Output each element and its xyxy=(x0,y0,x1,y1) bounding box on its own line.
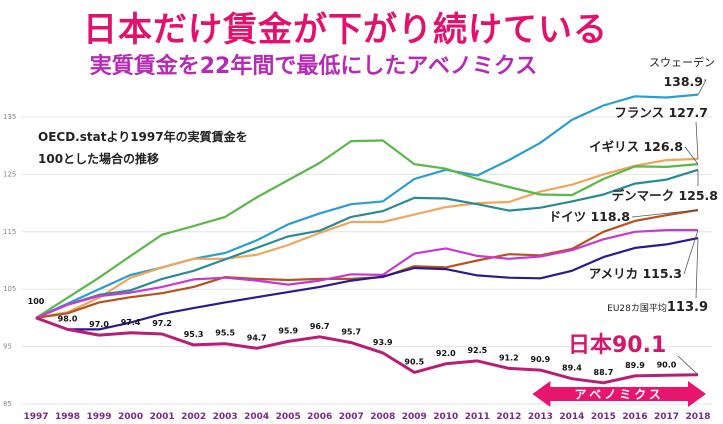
series-label-sweden: スウェーデン xyxy=(649,55,715,69)
series-label: イギリス 126.8 xyxy=(589,139,683,154)
x-tick-label: 2002 xyxy=(181,412,206,422)
x-tick-label: 2008 xyxy=(370,412,395,422)
x-tick-label: 2016 xyxy=(622,412,647,422)
series-line-3 xyxy=(35,168,699,319)
series-line-1 xyxy=(35,157,699,319)
y-tick-label: 135 xyxy=(3,113,16,121)
x-tick-label: 1999 xyxy=(87,412,112,422)
series-value-sweden: 138.9 xyxy=(663,74,703,89)
x-tick-label: 2010 xyxy=(433,412,458,422)
japan-data-label: 92.0 xyxy=(436,349,456,358)
y-tick-label: 115 xyxy=(3,228,16,236)
source-note-line2: 100とした場合の推移 xyxy=(38,152,160,166)
x-tick-label: 2004 xyxy=(244,412,269,422)
chart-title: 日本だけ賃金が下がり続けている xyxy=(83,10,608,50)
x-tick-label: 2015 xyxy=(591,412,616,422)
x-tick-label: 1998 xyxy=(55,412,80,422)
japan-data-label: 94.7 xyxy=(247,333,267,342)
x-tick-label: 2013 xyxy=(528,412,553,422)
japan-data-label: 90.0 xyxy=(657,360,677,369)
leader-line xyxy=(695,238,699,299)
leader-line xyxy=(684,146,699,165)
japan-data-label: 100 xyxy=(28,297,45,306)
leader-line xyxy=(677,355,699,375)
x-tick-label: 2003 xyxy=(213,412,238,422)
y-tick-label: 95 xyxy=(3,343,12,351)
leader-line xyxy=(631,209,699,218)
japan-data-label: 95.7 xyxy=(341,328,361,337)
leader-line xyxy=(695,121,699,159)
abenomics-arrow xyxy=(532,381,706,407)
japan-data-label: 97.0 xyxy=(89,320,109,329)
leader-line xyxy=(697,79,707,95)
series-line-5 xyxy=(35,229,698,319)
x-tick-label: 2000 xyxy=(118,412,143,422)
japan-data-label: 96.7 xyxy=(310,322,330,331)
x-tick-label: 2014 xyxy=(559,412,584,422)
x-tick-label: 2006 xyxy=(307,412,332,422)
y-tick-label: 105 xyxy=(3,285,16,293)
japan-data-label: 88.7 xyxy=(594,368,614,377)
x-tick-label: 2011 xyxy=(465,412,490,422)
y-tick-label: 85 xyxy=(3,400,12,408)
series-label: アメリカ 115.3 xyxy=(589,266,682,281)
japan-data-label: 97.2 xyxy=(152,319,172,328)
x-tick-label: 1997 xyxy=(23,412,48,422)
series-label: フランス 127.7 xyxy=(614,105,708,120)
series-label: ドイツ 118.8 xyxy=(549,209,630,224)
series-line-0 xyxy=(35,93,699,319)
series-line-7 xyxy=(35,316,699,385)
japan-data-label: 98.0 xyxy=(58,314,78,323)
japan-data-label: 95.9 xyxy=(278,326,298,335)
series-label-japan: 日本90.1 xyxy=(568,333,666,358)
source-note-line1: OECD.statより1997年の実質賃金を xyxy=(38,130,248,144)
japan-data-label: 97.4 xyxy=(121,318,141,327)
leader-line xyxy=(683,229,699,275)
series-label: デンマーク 125.8 xyxy=(612,188,718,203)
x-tick-label: 2007 xyxy=(339,412,364,422)
abenomics-label: アベノミクス xyxy=(574,388,663,402)
series-line-4 xyxy=(35,208,699,319)
series-label-eu28: EU28カ国平均113.9 xyxy=(607,300,708,315)
y-tick-label: 125 xyxy=(3,170,16,178)
japan-data-label: 92.5 xyxy=(467,346,487,355)
x-tick-label: 2017 xyxy=(654,412,679,422)
japan-data-label: 93.9 xyxy=(373,338,393,347)
japan-data-label: 90.5 xyxy=(404,357,424,366)
x-tick-label: 2005 xyxy=(276,412,301,422)
japan-data-label: 90.9 xyxy=(531,355,551,364)
japan-data-label: 91.2 xyxy=(499,353,519,362)
x-tick-label: 2012 xyxy=(496,412,521,422)
x-tick-label: 2001 xyxy=(150,412,175,422)
japan-data-label: 95.3 xyxy=(184,330,204,339)
x-tick-label: 2018 xyxy=(685,412,710,422)
chart-subtitle: 実質賃金を22年間で最低にしたアベノミクス xyxy=(89,54,538,79)
series-line-2 xyxy=(35,139,699,319)
japan-data-label: 89.9 xyxy=(625,361,645,370)
japan-data-label: 95.5 xyxy=(215,329,235,338)
japan-data-label: 89.4 xyxy=(562,364,582,373)
x-tick-label: 2009 xyxy=(402,412,427,422)
series-line-6 xyxy=(35,237,699,331)
